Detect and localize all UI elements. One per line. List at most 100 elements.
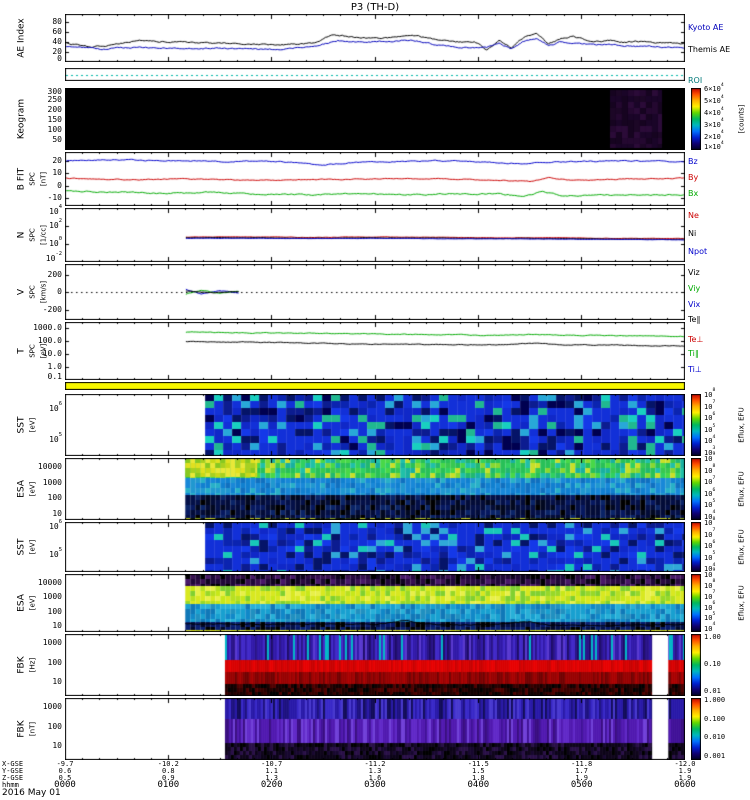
panel-density-ytick-0: 104 [49, 203, 62, 216]
panel-density-ylabel-0: N [16, 231, 27, 239]
colorbar-tick-esa_ion-4: 105 [704, 498, 716, 510]
footer-value-hhmm-6: 0600 [674, 780, 696, 790]
colorbar-tick-sst_elec-0: 108 [704, 516, 716, 527]
panel-temp-legend-Ti∥: Ti∥ [688, 349, 699, 358]
colorbar-tick-keogram-1: 5×104 [704, 94, 724, 106]
panel-sst_ion-ylabel-1: [eV] [28, 417, 37, 433]
panel-density-ytick-3: 10-2 [45, 250, 62, 263]
panel-temp-ytick-0: 1000.0 [33, 323, 62, 333]
footer-value-Y-GSE-2: 1.1 [265, 767, 278, 775]
footer-row-label-Z-GSE: Z-GSE [2, 774, 24, 782]
panel-ae-ytick-4: 0 [57, 54, 62, 63]
footer-row-label-X-GSE: X-GSE [2, 760, 24, 768]
footer-value-hhmm-2: 0200 [260, 780, 283, 790]
footer-value-Z-GSE-3: 1.6 [368, 774, 382, 782]
colorbar-tick-esa_ion-0: 109 [704, 452, 716, 463]
colorbar-tick-keogram-5: 1×104 [704, 140, 724, 152]
footer-value-Z-GSE-2: 1.3 [265, 774, 278, 782]
colorbar-tick-sst_ion-4: 104 [704, 434, 716, 446]
panel-esa_ion-ytick-0: 10000 [37, 462, 62, 472]
footer-value-Z-GSE-0: 0.5 [58, 774, 72, 782]
axis-date-label: 2016 May 01 [2, 788, 61, 798]
colorbar-tick-sst_ion-1: 107 [704, 400, 716, 411]
panel-esa_elec-ytick-0: 10000 [37, 577, 62, 587]
panel-bfit-ytick-3: -10 [47, 193, 62, 203]
panel-density-legend-Ne: Ne [688, 211, 699, 220]
panel-density-legend-Ni: Ni [688, 229, 697, 238]
panel-bfit-plot [65, 152, 685, 206]
footer-value-X-GSE-4: -11.5 [467, 760, 489, 768]
panel-ae-ytick-1: 60 [52, 26, 62, 36]
panel-velocity-ytick-0: 200 [47, 269, 62, 279]
colorbar-tick-fbk_b-3: 0.001 [704, 751, 726, 760]
colorbar-tick-esa_ion-1: 108 [704, 464, 716, 475]
footer-value-X-GSE-0: -9.7 [56, 760, 74, 768]
panel-sst_ion-ylabel-0: SST [16, 416, 27, 434]
footer-value-Z-GSE-6: 1.9 [678, 774, 692, 782]
footer-value-X-GSE-3: -11.2 [364, 760, 386, 768]
colorbar-tick-esa_elec-2: 107 [704, 590, 716, 601]
colorbar-tick-esa_elec-4: 105 [704, 611, 716, 623]
panel-esa_elec-ytick-1: 1000 [42, 592, 62, 602]
colorbar-tick-fbk_b-1: 0.100 [704, 714, 726, 723]
panel-esa_elec-ytick-2: 100 [47, 606, 62, 616]
panel-fbk_e-colorbar [691, 634, 701, 696]
panel-sst_elec-plot [65, 522, 685, 572]
panel-esa_ion-plot [65, 458, 685, 520]
panel-esa_ion-colorbar [691, 458, 701, 520]
colorbar-tick-sst_ion-2: 106 [704, 411, 716, 423]
panel-sst_elec-ytick-0: 106 [49, 518, 62, 531]
panel-temp-legend-Ti⊥: Ti⊥ [688, 365, 702, 374]
panel-keogram-ytick-2: 200 [47, 105, 62, 114]
panel-bfit-ytick-1: 10 [52, 168, 62, 178]
panel-ae-ytick-2: 40 [52, 36, 62, 46]
colorbar-tick-esa_elec-1: 108 [704, 579, 716, 590]
panel-keogram-colorbar [691, 88, 701, 150]
panel-keogram-plot [65, 88, 685, 150]
footer-value-Z-GSE-1: 0.9 [162, 774, 175, 782]
colorbar-unit-esa_elec: Eflux, EFU [737, 585, 746, 621]
colorbar-tick-sst_ion-0: 108 [704, 388, 716, 399]
panel-sst_ion-ytick-1: 105 [49, 431, 62, 444]
panel-esa_elec-plot [65, 574, 685, 632]
footer-row-label-hhmm: hhmm [2, 781, 19, 789]
plot-title: P3 (TH-D) [350, 2, 400, 13]
panel-fbk_e-ytick-1: 100 [47, 658, 62, 668]
panel-roi-legend-ROI: ROI [688, 76, 703, 85]
footer-value-hhmm-4: 0400 [467, 780, 490, 790]
panel-temp-plot [65, 322, 685, 380]
footer-value-Y-GSE-4: 1.5 [472, 767, 485, 775]
footer-value-hhmm-3: 0300 [364, 780, 386, 790]
colorbar-tick-sst_elec-4: 104 [704, 562, 716, 573]
colorbar-tick-sst_elec-1: 107 [704, 528, 716, 539]
footer-value-X-GSE-5: -11.8 [571, 760, 593, 768]
panel-ae-ytick-0: 80 [52, 16, 62, 26]
panel-temp-legend-Te⊥: Te⊥ [688, 335, 704, 344]
colorbar-tick-keogram-2: 4×104 [704, 106, 724, 118]
panel-fbk_b-colorbar [691, 698, 701, 760]
panel-bfit-legend-Bx: Bx [688, 189, 699, 198]
panel-sst_ion-ytick-0: 106 [49, 400, 62, 413]
panel-velocity-legend-Vix: Vix [688, 300, 701, 309]
panel-temp-ytick-3: 1.0 [47, 362, 62, 372]
panel-keogram-ytick-0: 300 [47, 87, 62, 96]
colorbar-tick-keogram-4: 2×104 [704, 130, 724, 141]
colorbar-tick-esa_ion-3: 106 [704, 487, 716, 499]
footer-value-hhmm-0: 0000 [54, 780, 76, 790]
footer-value-X-GSE-2: -10.7 [261, 760, 283, 768]
panel-density-ytick-1: 102 [49, 217, 62, 230]
colorbar-tick-keogram-3: 3×104 [704, 118, 724, 129]
footer-value-X-GSE-6: -12.0 [674, 760, 696, 768]
colorbar-unit-sst_elec: Eflux, EFU [737, 529, 746, 565]
panel-keogram-ytick-4: 100 [47, 125, 62, 134]
panel-flag-plot [65, 382, 685, 390]
footer-value-Y-GSE-1: 0.8 [162, 767, 175, 775]
panel-fbk_e-ytick-0: 1000 [42, 638, 62, 648]
colorbar-unit-keogram: [counts] [737, 104, 746, 134]
colorbar-tick-keogram-0: 6×104 [704, 83, 724, 94]
panel-keogram-ytick-5: 50 [52, 135, 62, 144]
footer-value-Y-GSE-5: 1.7 [575, 767, 588, 775]
panel-velocity-ytick-2: -200 [42, 304, 62, 314]
panel-density-legend-Npot: Npot [688, 247, 708, 256]
